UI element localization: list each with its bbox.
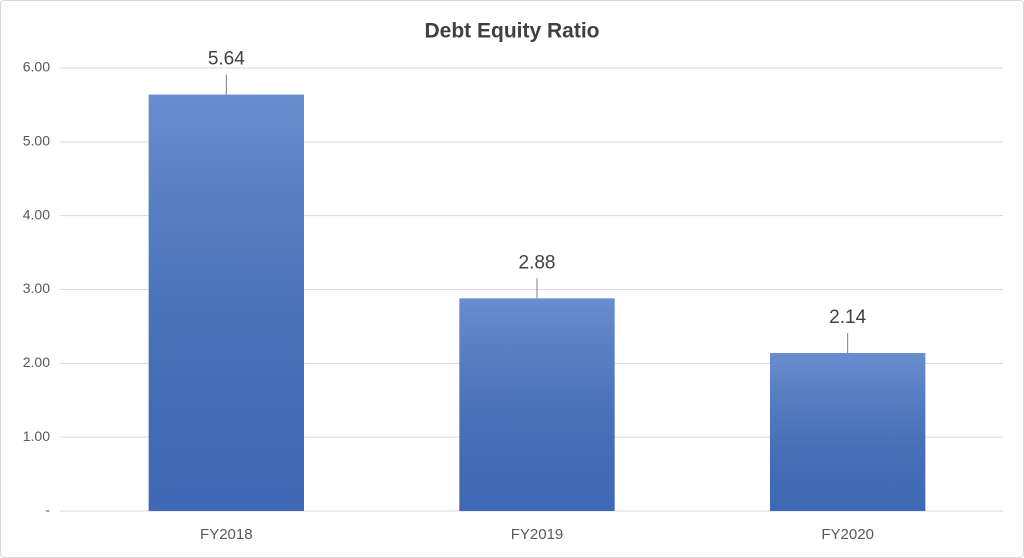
bar: [148, 94, 304, 511]
y-tick-label: 5.00: [23, 133, 50, 149]
data-label: 2.14: [829, 307, 866, 328]
y-tick-label: 3.00: [23, 280, 50, 296]
y-tick-label: -: [45, 502, 50, 518]
data-label: 5.64: [208, 49, 245, 70]
x-tick-label: FY2019: [511, 526, 564, 543]
x-tick-label: FY2020: [821, 526, 874, 543]
y-tick-label: 2.00: [23, 354, 50, 370]
bar: [770, 352, 926, 511]
chart-title: Debt Equity Ratio: [424, 20, 599, 43]
bar: [459, 298, 615, 511]
y-tick-label: 1.00: [23, 428, 50, 444]
x-tick-label: FY2018: [200, 526, 253, 543]
y-tick-label: 4.00: [23, 206, 50, 222]
y-tick-label: 6.00: [23, 59, 50, 75]
data-label: 2.88: [519, 252, 556, 273]
